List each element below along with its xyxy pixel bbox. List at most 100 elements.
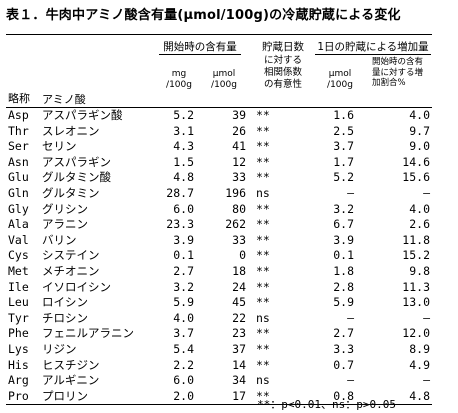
cell-ratio: 4.8 <box>366 388 432 406</box>
cell-significance: ** <box>252 388 314 406</box>
cell-abbr: Phe <box>8 326 29 341</box>
cell-ratio: 4.0 <box>409 108 430 122</box>
header-daily-increase: 1日の貯蔵による増加量 <box>315 41 431 55</box>
header-storage-days-2: に対する <box>263 55 302 66</box>
cell-increase: 3.9 <box>333 232 354 247</box>
cell-mg: 4.8 <box>173 170 194 185</box>
cell-umol: 33 <box>232 232 246 247</box>
cell-umol: 262 <box>225 217 246 232</box>
cell-ratio: 8.9 <box>409 341 430 356</box>
header-corr-2: の有意性 <box>263 79 302 90</box>
cell-amino-acid: チロシン <box>42 310 88 325</box>
cell-umol: 17 <box>196 388 252 406</box>
cell-umol: 14 <box>232 357 246 372</box>
table-row: Ser セリン 4.3 41 ** 3.7 9.0 <box>6 139 432 155</box>
table-row: Pro プロリン 2.0 17 ** 0.8 4.8 <box>6 388 432 406</box>
cell-increase: 1.7 <box>333 154 354 169</box>
cell-amino-acid: グルタミン <box>42 185 100 200</box>
cell-amino-acid: グルタミン酸 <box>42 170 111 185</box>
cell-significance: ** <box>256 248 270 263</box>
cell-abbr: Ile <box>8 279 29 294</box>
cell-umol: 41 <box>232 139 246 154</box>
cell-amino-acid: アスパラギン酸 <box>42 108 123 122</box>
cell-abbr: Lys <box>8 341 29 356</box>
table-row: Ala アラニン 23.3 262 ** 6.7 2.6 <box>6 217 432 233</box>
cell-mg: 4.0 <box>173 310 194 325</box>
cell-increase: 0.1 <box>333 248 354 263</box>
cell-increase: 2.8 <box>333 279 354 294</box>
table-row: Lys リジン 5.4 37 ** 3.3 8.9 <box>6 342 432 358</box>
cell-amino-acid: ヒスチジン <box>42 357 100 372</box>
table-row: Leu ロイシン 5.9 45 ** 5.9 13.0 <box>6 295 432 311</box>
cell-amino-acid: セリン <box>42 139 77 154</box>
cell-significance: ** <box>256 326 270 341</box>
cell-increase: 2.7 <box>333 326 354 341</box>
cell-increase: 5.2 <box>333 170 354 185</box>
cell-amino-acid: ロイシン <box>42 295 88 310</box>
table-row: Asn アスパラギン 1.5 12 ** 1.7 14.6 <box>6 155 432 171</box>
footnote: **：p<0.01、ns：p>0.05 <box>257 398 396 411</box>
cell-ratio: 4.9 <box>409 357 430 372</box>
cell-ratio: 9.0 <box>409 139 430 154</box>
table-row: Phe フェニルアラニン 3.7 23 ** 2.7 12.0 <box>6 326 432 342</box>
header-inc-unit-2: /100g <box>327 80 353 90</box>
cell-increase: 3.3 <box>333 341 354 356</box>
cell-umol: 24 <box>232 279 246 294</box>
cell-ratio: 2.6 <box>409 217 430 232</box>
cell-amino-acid: フェニルアラニン <box>42 326 134 341</box>
cell-ratio: 4.0 <box>409 201 430 216</box>
cell-increase: 3.7 <box>333 139 354 154</box>
cell-mg: 4.3 <box>173 139 194 154</box>
cell-increase: 1.8 <box>333 263 354 278</box>
cell-abbr: Gly <box>8 201 29 216</box>
table-row: Asp アスパラギン酸 5.2 39 ** 1.6 4.0 <box>6 108 432 124</box>
cell-umol: 196 <box>225 185 246 200</box>
cell-mg: 3.7 <box>173 326 194 341</box>
table-row: Cys システイン 0.1 0 ** 0.1 15.2 <box>6 248 432 264</box>
header-ratio-2: 量に対する増 <box>372 67 424 78</box>
table-title: 表１．牛肉中アミノ酸含有量(μmol/100g)の冷蔵貯蔵による変化 <box>6 8 401 23</box>
cell-mg: 2.0 <box>148 388 196 406</box>
cell-ratio: 9.8 <box>409 263 430 278</box>
header-initial-content: 開始時の含有量 <box>159 39 241 55</box>
cell-abbr: Asp <box>8 108 29 122</box>
cell-ratio: 11.3 <box>402 279 430 294</box>
cell-umol: 0 <box>239 248 246 263</box>
cell-increase: 1.6 <box>333 108 354 122</box>
cell-mg: 3.9 <box>173 232 194 247</box>
cell-amino-acid: メチオニン <box>42 263 100 278</box>
cell-abbr: Met <box>8 263 29 278</box>
table-row: Glu グルタミン酸 4.8 33 ** 5.2 15.6 <box>6 170 432 186</box>
cell-mg: 3.2 <box>173 279 194 294</box>
cell-mg: 5.4 <box>173 341 194 356</box>
cell-ratio: — <box>423 373 430 388</box>
cell-amino-acid: グリシン <box>42 201 88 216</box>
cell-umol: 37 <box>232 341 246 356</box>
cell-significance: ** <box>256 217 270 232</box>
cell-significance: ** <box>256 263 270 278</box>
cell-mg: 5.2 <box>173 108 194 122</box>
cell-increase: 6.7 <box>333 217 354 232</box>
cell-increase: 2.5 <box>333 123 354 138</box>
cell-ratio: 14.6 <box>402 154 430 169</box>
cell-abbr: Glu <box>8 170 29 185</box>
cell-significance: ** <box>256 201 270 216</box>
header-row-labels: 略称 アミノ酸 <box>6 91 432 108</box>
cell-umol: 12 <box>232 154 246 169</box>
cell-significance: ** <box>256 295 270 310</box>
cell-abbr: His <box>8 357 29 372</box>
cell-umol: 80 <box>232 201 246 216</box>
cell-amino-acid: イソロイシン <box>42 279 111 294</box>
cell-significance: ns <box>256 310 270 325</box>
cell-abbr: Tyr <box>8 310 29 325</box>
cell-abbr: Asn <box>8 154 29 169</box>
cell-amino-acid: アラニン <box>42 217 88 232</box>
cell-increase: 0.7 <box>333 357 354 372</box>
cell-significance: ** <box>256 232 270 247</box>
table-row: Tyr チロシン 4.0 22 ns — — <box>6 311 432 327</box>
cell-increase: — <box>347 185 354 200</box>
cell-significance: ** <box>256 357 270 372</box>
cell-ratio: — <box>423 185 430 200</box>
cell-increase: 3.2 <box>333 201 354 216</box>
